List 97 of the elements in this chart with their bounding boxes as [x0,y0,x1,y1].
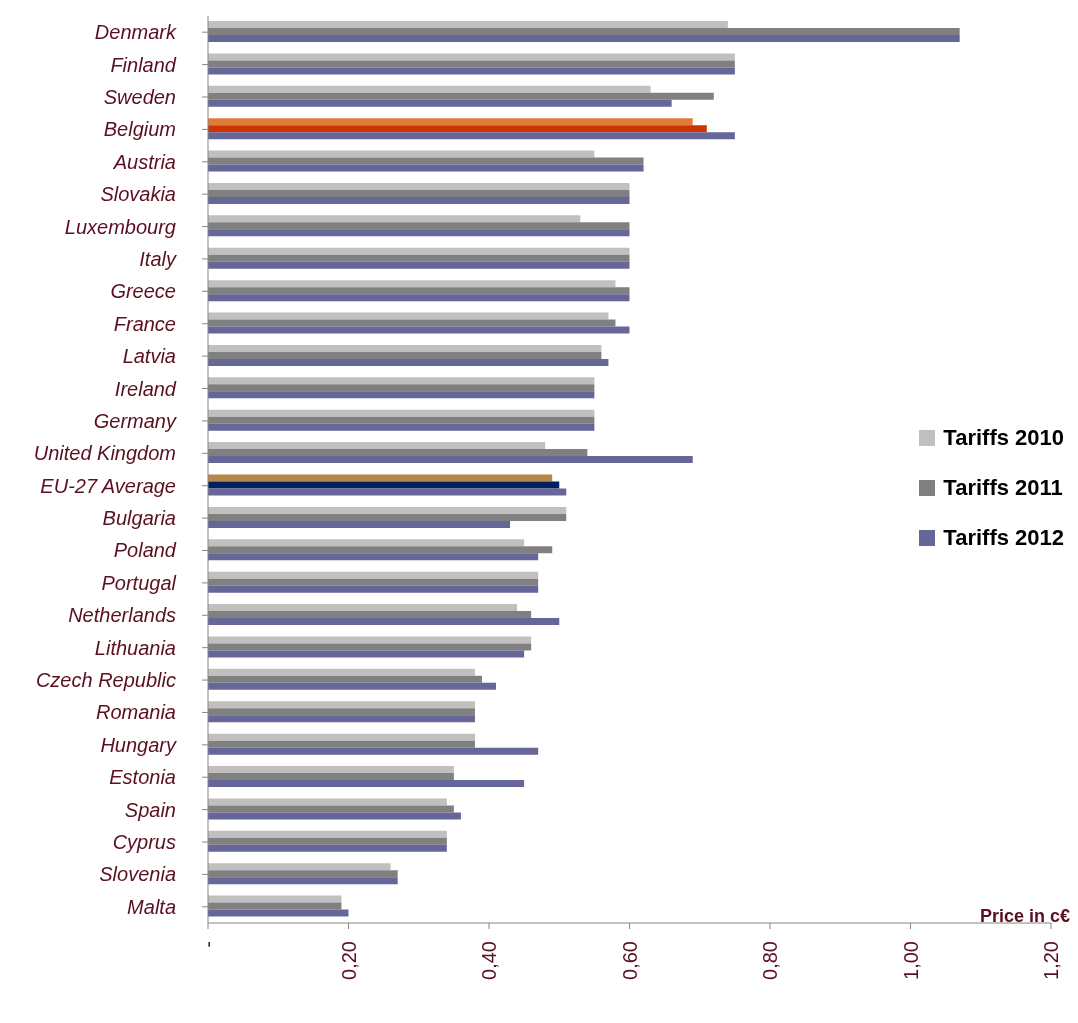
y-tick-label: Germany [93,409,177,432]
x-tick-label: 1,00 [899,941,922,980]
bar [208,520,511,528]
legend-label: Tariffs 2012 [943,525,1064,551]
bar [208,294,630,302]
bar [208,261,630,269]
bar [208,215,581,223]
bar [208,863,391,871]
y-tick-label: Belgium [103,118,176,141]
y-tick-label: Bulgaria [102,507,176,530]
y-tick-label: Austria [112,150,176,173]
y-tick-label: Ireland [114,377,177,400]
y-tick-label: United Kingdom [33,442,176,465]
bar [208,391,595,399]
y-tick-label: Sweden [103,85,176,108]
bar [208,798,447,806]
x-tick-label: 1,20 [1040,941,1062,980]
y-tick-label: Latvia [122,345,176,368]
x-axis-title: Price in c€ [979,906,1070,927]
bar [208,877,398,885]
y-tick-label: Portugal [101,571,177,594]
y-tick-label: Romania [95,701,176,724]
y-tick-label: Hungary [100,733,177,756]
bar [208,132,735,140]
x-tick-label: 0,80 [759,941,781,980]
bar [208,682,497,690]
x-tick-label: 0,40 [478,941,500,980]
bar [208,409,595,417]
y-tick-label: Poland [113,539,177,562]
bar [208,21,728,28]
bar [208,85,651,93]
bar [208,747,539,755]
bar [208,326,630,334]
y-tick-label: Czech Republic [35,669,176,692]
bar [208,125,707,133]
y-tick-label: Netherlands [68,604,176,627]
legend-label: Tariffs 2010 [943,425,1064,451]
bar [208,715,475,723]
bar [208,830,447,838]
bar [208,150,595,158]
bar [208,247,630,255]
bar [208,701,475,709]
x-tick-label: 0,20 [337,941,360,980]
bar [208,229,630,237]
bar [208,585,539,593]
bar [208,733,475,741]
y-tick-label: Cyprus [112,831,176,854]
bar [208,182,630,190]
bar [208,53,735,61]
bar [208,668,475,676]
bar [208,377,595,385]
y-tick-label: Greece [110,280,176,303]
bar [208,474,553,482]
bar [208,812,461,820]
legend-label: Tariffs 2011 [943,475,1063,501]
bar [208,553,539,561]
bar [208,196,630,204]
bar [208,280,616,288]
y-tick-label: Spain [124,798,176,821]
bar [208,604,518,612]
bar [208,99,672,107]
bar [208,164,644,172]
y-tick-label: Finland [110,53,177,76]
y-tick-label: Lithuania [94,636,176,659]
bar [208,423,595,431]
bar [208,456,693,464]
bar [208,636,532,644]
bar [208,895,342,903]
bar [208,312,609,320]
y-tick-label: Italy [139,247,177,270]
x-tick-label: - [197,941,219,948]
bar [208,618,560,626]
bar [208,844,447,852]
y-tick-label: Denmark [94,21,177,44]
bar [208,118,693,126]
y-tick-label: EU-27 Average [40,474,176,497]
bar [208,506,567,514]
bar [208,35,960,42]
bar [208,571,539,579]
y-tick-label: Slovenia [99,863,176,886]
y-tick-label: Slovakia [100,183,176,206]
bar [208,909,349,917]
bar [208,488,567,496]
bar [208,67,735,75]
bar [208,481,560,489]
bar [208,344,602,352]
y-tick-label: Luxembourg [64,215,176,238]
x-tick-label: 0,60 [618,941,641,980]
bar [208,539,525,547]
bar [208,766,454,774]
y-tick-label: Malta [127,895,176,918]
bar [208,780,525,788]
bar [208,358,609,366]
y-tick-label: France [113,312,176,335]
bar [208,442,546,450]
bar [208,650,525,658]
y-tick-label: Estonia [109,766,176,789]
